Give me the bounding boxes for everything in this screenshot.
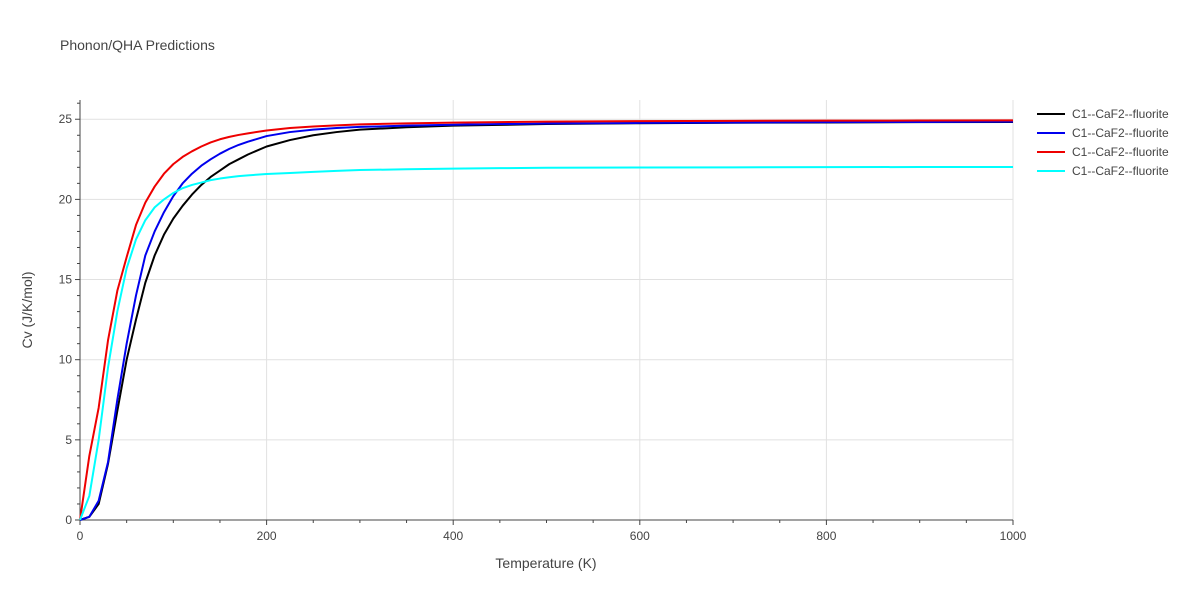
grid-layer bbox=[80, 100, 1014, 520]
y-tick-label: 5 bbox=[65, 433, 72, 447]
x-tick-label: 1000 bbox=[1000, 529, 1027, 543]
x-tick-label: 0 bbox=[77, 529, 84, 543]
legend-label: C1--CaF2--fluorite bbox=[1072, 126, 1169, 140]
legend: C1--CaF2--fluorite C1--CaF2--fluorite C1--… bbox=[1037, 107, 1169, 178]
series-line-2 bbox=[79, 120, 1014, 521]
x-tick-label: 800 bbox=[816, 529, 836, 543]
legend-item-1: C1--CaF2--fluorite bbox=[1037, 107, 1169, 121]
y-tick-label: 10 bbox=[59, 353, 73, 367]
y-tick-label: 0 bbox=[65, 513, 72, 527]
legend-label: C1--CaF2--fluorite bbox=[1072, 145, 1169, 159]
y-tick-label: 15 bbox=[59, 273, 73, 287]
series-layer bbox=[79, 119, 1014, 521]
y-tick-label: 20 bbox=[59, 192, 73, 206]
legend-item-3: C1--CaF2--fluorite bbox=[1037, 145, 1169, 159]
axis-layer: 0 200 400 600 800 1000 0 5 10 15 20 25 bbox=[59, 100, 1027, 543]
y-tick-label: 25 bbox=[59, 112, 73, 126]
chart-title: Phonon/QHA Predictions bbox=[60, 37, 215, 53]
x-tick-label: 400 bbox=[443, 529, 463, 543]
x-tick-label: 600 bbox=[630, 529, 650, 543]
series-line-4 bbox=[79, 166, 1013, 521]
legend-item-2: C1--CaF2--fluorite bbox=[1037, 126, 1169, 140]
legend-label: C1--CaF2--fluorite bbox=[1072, 164, 1169, 178]
legend-label: C1--CaF2--fluorite bbox=[1072, 107, 1169, 121]
y-axis-title: Cv (J/K/mol) bbox=[19, 272, 35, 349]
x-axis-title: Temperature (K) bbox=[495, 555, 596, 571]
series-line-3 bbox=[79, 119, 1014, 521]
x-tick-label: 200 bbox=[257, 529, 277, 543]
legend-item-4: C1--CaF2--fluorite bbox=[1037, 164, 1169, 178]
